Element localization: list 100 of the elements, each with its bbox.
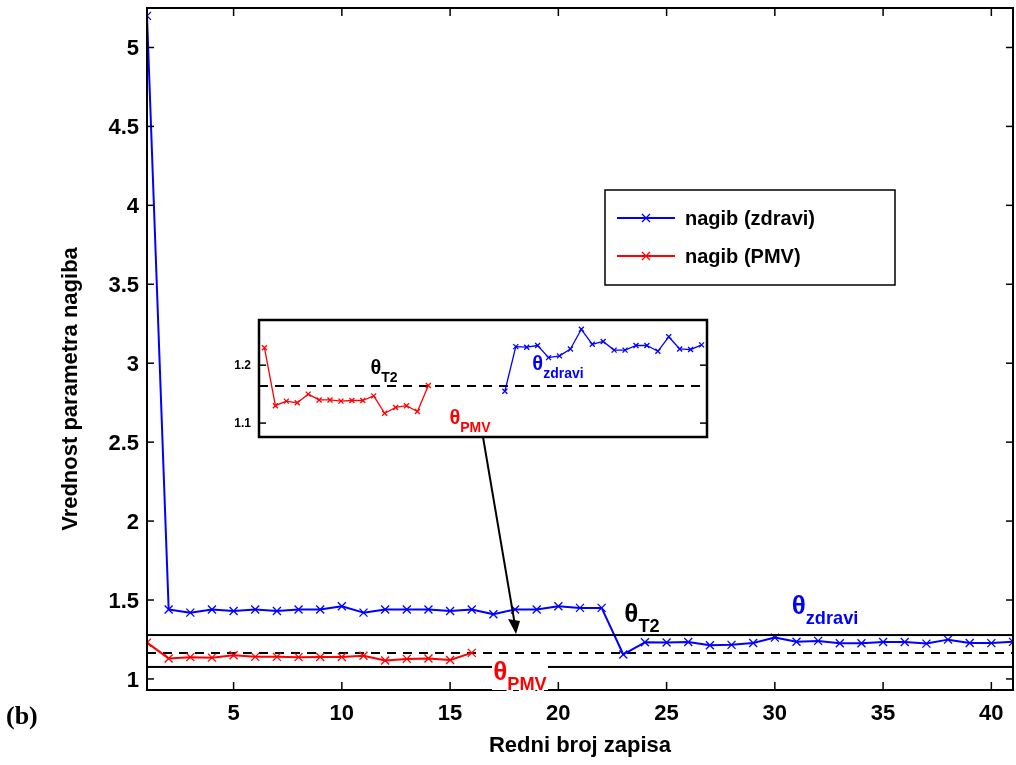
point: [835, 638, 845, 648]
point: [501, 388, 508, 395]
point: [185, 607, 195, 618]
y-tick-label: 2: [126, 508, 139, 534]
y-tick-label: 4.5: [108, 114, 139, 140]
y-tick-label: 5: [126, 35, 139, 61]
point: [337, 601, 347, 611]
annotation: θ$_{PMV}$: [493, 655, 547, 694]
point: [726, 640, 737, 650]
y-tick-label: 3.5: [108, 271, 139, 297]
point: [261, 344, 268, 351]
point: [676, 345, 683, 353]
point: [532, 604, 542, 615]
point: [553, 601, 563, 611]
x-tick-label: 30: [762, 700, 788, 725]
point: [380, 604, 390, 615]
point: [272, 402, 279, 409]
y-tick-label: 2.5: [108, 429, 139, 455]
point: [359, 397, 366, 404]
point: [856, 638, 867, 648]
point: [654, 348, 661, 355]
annotation: θ$_{T2}$: [624, 597, 660, 636]
point: [250, 604, 260, 615]
point: [423, 604, 434, 615]
point: [228, 650, 239, 660]
point: [698, 341, 705, 349]
point: [600, 338, 607, 345]
annotation: θ$_{zdravi}$: [791, 589, 859, 628]
point: [228, 606, 239, 616]
y-tick-label: 1.2: [234, 358, 252, 373]
point: [575, 603, 585, 613]
point: [770, 632, 780, 643]
point: [813, 636, 823, 646]
point: [272, 606, 282, 616]
point: [618, 649, 628, 660]
point: [640, 637, 650, 647]
point: [315, 604, 325, 615]
point: [185, 652, 195, 662]
point: [791, 637, 802, 647]
point: [510, 604, 520, 615]
point: [250, 652, 260, 662]
point: [661, 637, 672, 648]
point: [293, 604, 304, 615]
point: [467, 604, 477, 615]
y-tick-label: 1.1: [234, 416, 252, 431]
annotation: θ$_{zdravi}$: [532, 352, 584, 381]
point: [965, 638, 975, 648]
point: [748, 638, 758, 648]
point: [534, 342, 541, 349]
point: [358, 651, 369, 661]
point: [315, 652, 325, 662]
y-tick-label: 3: [126, 350, 139, 376]
point: [556, 352, 563, 360]
point: [467, 648, 477, 658]
y-tick-label: 1: [126, 666, 139, 692]
point: [921, 638, 932, 649]
point: [683, 637, 693, 647]
point: [370, 392, 377, 400]
point: [402, 604, 412, 615]
annotation: θ$_{T2}$: [370, 356, 398, 385]
point: [380, 655, 390, 666]
point: [643, 342, 651, 349]
point: [358, 607, 369, 618]
legend-label: nagib (zdravi): [685, 207, 816, 229]
point: [403, 402, 410, 409]
point: [283, 397, 290, 405]
point: [523, 344, 530, 351]
point: [445, 606, 455, 616]
point: [164, 653, 174, 664]
point: [632, 342, 640, 349]
point: [348, 397, 356, 404]
x-tick-label: 40: [979, 700, 1004, 725]
point: [337, 652, 347, 662]
y-tick-label: 1.5: [108, 587, 139, 613]
point: [445, 655, 455, 665]
point: [986, 638, 996, 648]
x-tick-label: 20: [546, 700, 571, 725]
x-tick-label: 25: [654, 700, 679, 725]
legend-label: nagib (PMV): [685, 245, 801, 267]
x-tick-label: 35: [870, 700, 896, 725]
x-tick-label: 15: [437, 700, 463, 725]
point: [567, 345, 574, 353]
x-tick-label: 10: [329, 700, 355, 725]
point: [164, 604, 174, 615]
point: [900, 637, 910, 647]
x-axis-title: Redni broj zapisa: [488, 732, 672, 757]
point: [578, 326, 585, 333]
text: (b): [6, 700, 38, 730]
point: [272, 652, 282, 662]
point: [597, 603, 607, 613]
point: [488, 609, 499, 619]
point: [512, 343, 519, 350]
point: [293, 652, 304, 662]
y-axis-title: Vrednost parametra nagiba: [57, 246, 82, 531]
y-tick-label: 4: [126, 193, 140, 219]
point: [423, 653, 434, 664]
point: [402, 654, 412, 664]
annotation: θ$_{PMV}$: [449, 406, 492, 435]
point: [878, 637, 888, 647]
point: [425, 382, 432, 389]
